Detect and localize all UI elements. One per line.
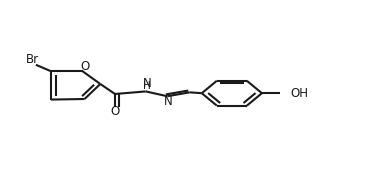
Text: O: O [110,105,120,118]
Text: O: O [81,60,90,73]
Text: H: H [143,81,151,91]
Text: N: N [164,95,172,108]
Text: Br: Br [26,53,39,66]
Text: N: N [142,77,151,90]
Text: OH: OH [290,87,308,100]
